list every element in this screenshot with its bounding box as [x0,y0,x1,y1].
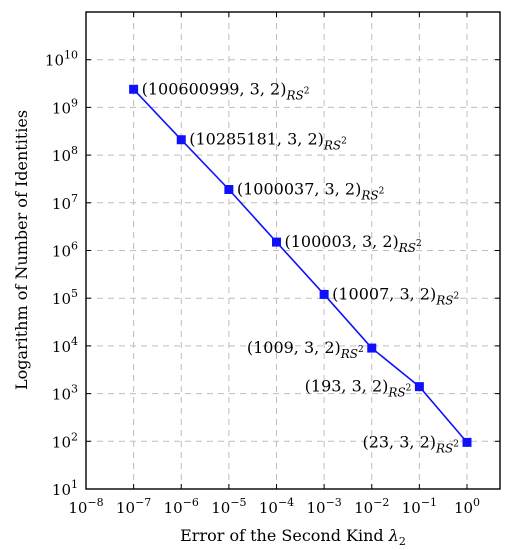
x-tick-label: 10−6 [164,496,199,517]
y-tick-label: 101 [52,478,78,499]
x-tick-label: 10−7 [116,496,151,517]
point-labels: (100600999, 3, 2)RS2 (10285181, 3, 2)RS2 (… [142,79,460,455]
x-tick-label: 10−2 [354,496,389,517]
data-point-marker [319,289,329,299]
y-tick-label: 1010 [45,49,78,70]
y-tick-label: 106 [52,240,78,261]
data-point-marker [176,135,186,145]
y-axis-label: Logarithm of Number of Identities [12,110,31,390]
data-point-label: (10007, 3, 2)RS2 [332,284,459,307]
data-point-marker [224,185,234,195]
series-line [133,88,468,443]
data-point-label: (10285181, 3, 2)RS2 [189,130,347,153]
data-point-marker [129,84,139,94]
data-point-label: (193, 3, 2)RS2 [305,377,412,400]
x-axis-label: Error of the Second Kind λ2 [180,526,406,548]
y-tick-label: 107 [52,192,78,213]
x-tick-label: 10−3 [306,496,341,517]
y-tick-label: 104 [52,335,78,356]
y-tick-label: 105 [52,287,78,308]
x-tick-label: 10−5 [211,496,246,517]
y-tick-label: 102 [52,430,78,451]
x-tick-label: 10−8 [68,496,103,517]
data-point-label: (1009, 3, 2)RS2 [247,338,364,361]
data-point-marker [414,382,424,392]
x-tick-label: 10−1 [402,496,437,517]
data-point-label: (23, 3, 2)RS2 [362,432,459,455]
data-point-marker [367,343,377,353]
data-point-label: (100003, 3, 2)RS2 [285,232,422,255]
y-tick-label: 103 [52,383,78,404]
y-tick-label: 108 [52,144,78,165]
ticks: 10−8 10−7 10−6 10−5 10−4 10−3 10−2 10−1 100 101 10… [45,12,500,517]
grid [85,12,500,489]
data-point-marker [462,437,472,447]
series [129,84,472,447]
data-point-marker [272,237,281,247]
x-tick-label: 10−4 [259,496,294,517]
data-point-label: (100600999, 3, 2)RS2 [142,79,310,102]
y-tick-label: 109 [52,96,78,117]
data-point-label: (1000037, 3, 2)RS2 [237,180,384,203]
x-tick-label: 100 [454,496,480,517]
